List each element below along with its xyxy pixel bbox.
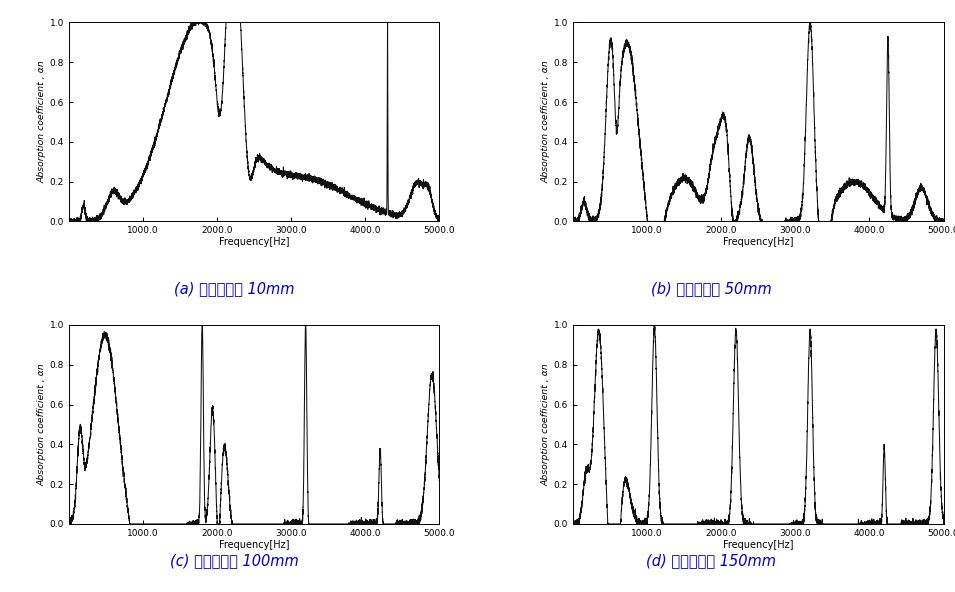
Text: (b) 배후공기층 50mm: (b) 배후공기층 50mm <box>651 281 772 296</box>
Text: (c) 배후공기층 100mm: (c) 배후공기층 100mm <box>170 554 298 568</box>
Y-axis label: Absorption coefficient , αn: Absorption coefficient , αn <box>38 60 47 184</box>
Y-axis label: Absorption coefficient , αn: Absorption coefficient , αn <box>541 60 551 184</box>
Text: (d) 배후공기층 150mm: (d) 배후공기층 150mm <box>647 554 776 568</box>
X-axis label: Frequency[Hz]: Frequency[Hz] <box>219 540 289 550</box>
Text: (a) 배후공기층 10mm: (a) 배후공기층 10mm <box>174 281 294 296</box>
X-axis label: Frequency[Hz]: Frequency[Hz] <box>723 237 794 247</box>
X-axis label: Frequency[Hz]: Frequency[Hz] <box>219 237 289 247</box>
Y-axis label: Absorption coefficient , αn: Absorption coefficient , αn <box>38 363 47 486</box>
X-axis label: Frequency[Hz]: Frequency[Hz] <box>723 540 794 550</box>
Y-axis label: Absorption coefficient , αn: Absorption coefficient , αn <box>541 363 551 486</box>
